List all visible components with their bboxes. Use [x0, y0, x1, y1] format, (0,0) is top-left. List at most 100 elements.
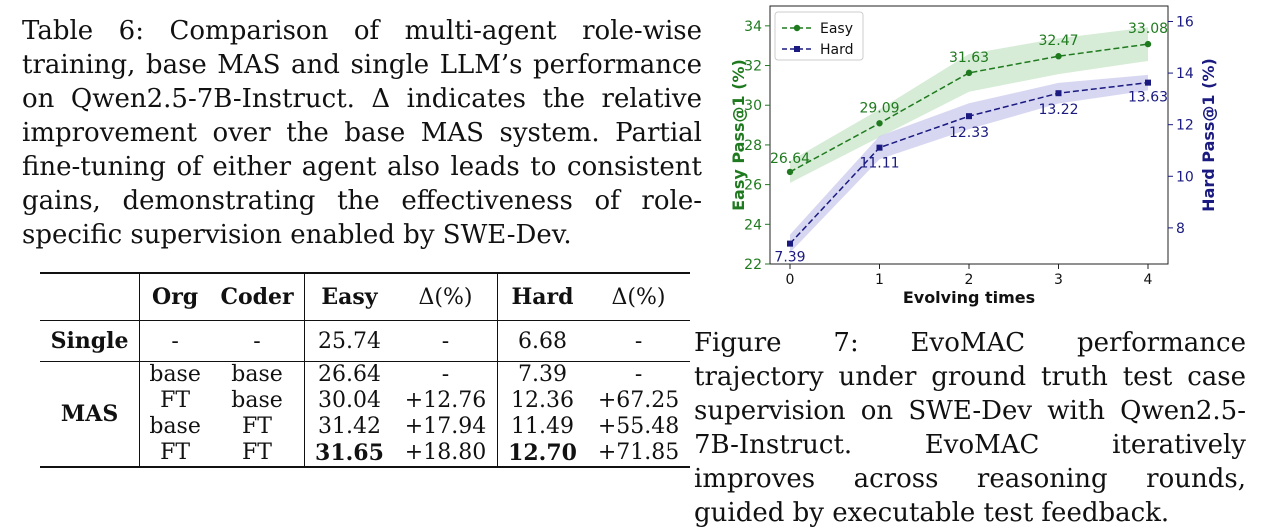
table-row-mas: MAS base base 26.64 - 7.39 - — [40, 361, 690, 427]
left-tick-label: 34 — [744, 19, 762, 35]
row-label-single: Single — [50, 328, 129, 354]
cell-org: base — [139, 361, 211, 388]
hard-point — [1145, 79, 1151, 86]
cell-coder: FT — [242, 414, 272, 439]
easy-point — [786, 168, 794, 176]
easy-point — [1144, 40, 1152, 48]
left-tick-label: 24 — [744, 217, 762, 233]
cell-hard-delta: +71.85 — [597, 440, 680, 465]
cell-easy: 31.42 — [303, 414, 395, 440]
confidence-bands — [790, 27, 1148, 253]
header-hard-delta: Δ(%) — [611, 284, 666, 310]
hard-data-label: 13.22 — [1038, 102, 1078, 118]
header-easy-delta: Δ(%) — [418, 284, 473, 310]
cell-hard-delta: +55.48 — [597, 414, 680, 439]
cell-easy-delta: +18.80 — [404, 440, 487, 465]
table-caption: Table 6: Comparison of multi-agent role-… — [22, 16, 702, 250]
easy-point — [1055, 53, 1062, 60]
right-tick-label: 16 — [1176, 14, 1194, 30]
x-tick-label: 1 — [875, 272, 884, 288]
left-tick-label: 22 — [744, 257, 762, 273]
x-tick-label: 4 — [1144, 272, 1153, 288]
cell-easy-delta: - — [441, 362, 450, 387]
cell-hard: 7.39 — [496, 361, 588, 388]
left-tick-label: 26 — [744, 178, 762, 194]
hard-point — [876, 144, 883, 151]
table-row-mas: FT FT 31.65 +18.80 12.70 +71.85 — [40, 440, 690, 467]
cell-coder: base — [231, 362, 283, 387]
chart-data-labels: 26.64 29.09 31.63 32.47 33.08 7.39 11.11 12.33 1… — [770, 21, 1168, 266]
right-axis-label: Hard Pass@1 (%) — [1199, 58, 1218, 212]
cell-easy-delta: +12.76 — [404, 388, 487, 413]
chart-series — [786, 40, 1152, 247]
header-easy: Easy — [303, 273, 395, 321]
left-tick-label: 32 — [744, 59, 762, 75]
cell-coder: base — [231, 388, 283, 413]
band-0 — [790, 27, 1148, 183]
left-tick-label: 28 — [744, 138, 762, 154]
cell-easy-delta: - — [441, 328, 450, 354]
hard-data-label: 12.33 — [949, 125, 989, 141]
series-line-easy — [789, 43, 1149, 173]
cell-hard: 12.36 — [496, 388, 588, 414]
header-coder: Coder — [220, 284, 294, 310]
legend-marker-easy — [793, 24, 801, 32]
legend-marker-hard — [794, 46, 800, 52]
cell-hard-delta: +67.25 — [597, 388, 680, 413]
cell-hard-best: 12.70 — [496, 440, 588, 467]
easy-data-label: 32.47 — [1038, 33, 1078, 49]
chart-legend: Easy Hard — [774, 11, 864, 61]
legend-label-easy: Easy — [820, 21, 853, 37]
easy-point — [876, 120, 883, 127]
cell-easy-delta: +17.94 — [404, 414, 487, 439]
easy-data-label: 29.09 — [859, 100, 899, 116]
table-row-mas: FT base 30.04 +12.76 12.36 +67.25 — [40, 388, 690, 414]
header-hard: Hard — [496, 273, 588, 321]
hard-data-label: 13.63 — [1128, 90, 1168, 106]
header-blank — [40, 273, 140, 321]
hard-point — [1055, 90, 1062, 97]
easy-data-label: 26.64 — [770, 151, 810, 167]
cell-coder: FT — [242, 440, 272, 465]
left-tick-label: 30 — [744, 98, 762, 114]
x-axis-label: Evolving times — [903, 288, 1035, 307]
band-1 — [790, 74, 1148, 253]
header-org: Org — [139, 273, 211, 321]
figure-caption: Figure 7: EvoMAC performance trajectory … — [694, 328, 1246, 528]
right-tick-label: 10 — [1176, 169, 1194, 185]
right-tick-label: 8 — [1176, 221, 1185, 237]
right-tick-label: 14 — [1176, 66, 1194, 82]
cell-easy: 26.64 — [303, 361, 395, 388]
hard-data-label: 7.39 — [774, 250, 805, 266]
easy-data-label: 33.08 — [1128, 21, 1168, 37]
x-tick-label: 0 — [786, 272, 795, 288]
cell-coder: - — [253, 328, 261, 354]
table-header-row: Org Coder Easy Δ(%) Hard Δ(%) — [40, 273, 690, 321]
right-tick-label: 12 — [1176, 118, 1194, 134]
row-label-mas: MAS — [60, 401, 119, 427]
hard-point — [787, 240, 793, 247]
table-row-single: Single - - 25.74 - 6.68 - — [40, 320, 690, 362]
cell-easy: 25.74 — [303, 320, 395, 362]
legend-label-hard: Hard — [820, 42, 854, 58]
hard-point — [966, 113, 972, 120]
results-table: Org Coder Easy Δ(%) Hard Δ(%) Single - -… — [40, 272, 690, 468]
easy-point — [965, 69, 973, 77]
easy-data-label: 31.63 — [949, 50, 989, 66]
cell-org: base — [139, 414, 211, 440]
hard-data-label: 11.11 — [859, 156, 899, 172]
cell-easy: 30.04 — [303, 388, 395, 414]
cell-hard-delta: - — [634, 328, 643, 354]
cell-easy-best: 31.65 — [303, 440, 395, 467]
left-axis-label: Easy Pass@1 (%) — [729, 59, 748, 211]
cell-org: FT — [139, 388, 211, 414]
cell-hard: 6.68 — [496, 320, 588, 362]
cell-org: FT — [139, 440, 211, 467]
cell-hard: 11.49 — [496, 414, 588, 440]
x-tick-label: 3 — [1054, 272, 1063, 288]
table-row-mas: base FT 31.42 +17.94 11.49 +55.48 — [40, 414, 690, 440]
cell-org: - — [139, 320, 211, 362]
cell-hard-delta: - — [634, 362, 643, 387]
